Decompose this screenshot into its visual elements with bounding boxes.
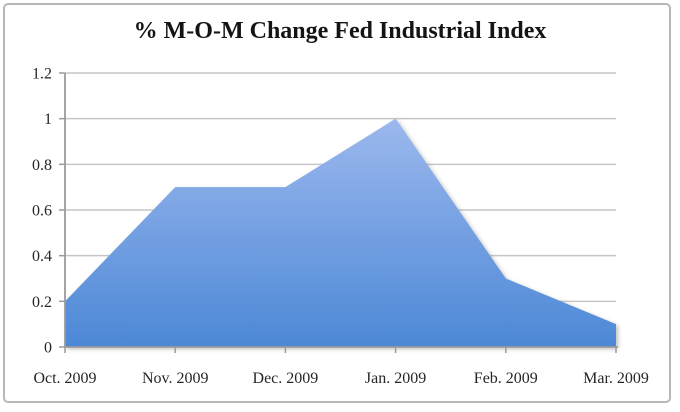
x-tick-label: Jan. 2009 [365, 370, 426, 387]
y-tick-label: 0.8 [32, 157, 52, 174]
x-tick-label: Feb. 2009 [474, 370, 538, 387]
y-tick-label: 0.6 [32, 203, 52, 220]
y-tick-label: 0 [44, 340, 52, 357]
y-tick-label: 1.2 [32, 66, 52, 83]
y-tick-label: 0.2 [32, 294, 52, 311]
chart-title: % M-O-M Change Fed Industrial Index [133, 18, 547, 44]
area-series-shape [65, 118, 616, 348]
x-tick-label: Oct. 2009 [33, 370, 96, 387]
x-tick-label: Nov. 2009 [142, 370, 209, 387]
x-tick-label: Mar. 2009 [583, 370, 649, 387]
y-tick-label: 0.4 [32, 248, 52, 265]
y-tick-label: 1 [44, 111, 52, 128]
x-tick-label: Dec. 2009 [253, 370, 319, 387]
